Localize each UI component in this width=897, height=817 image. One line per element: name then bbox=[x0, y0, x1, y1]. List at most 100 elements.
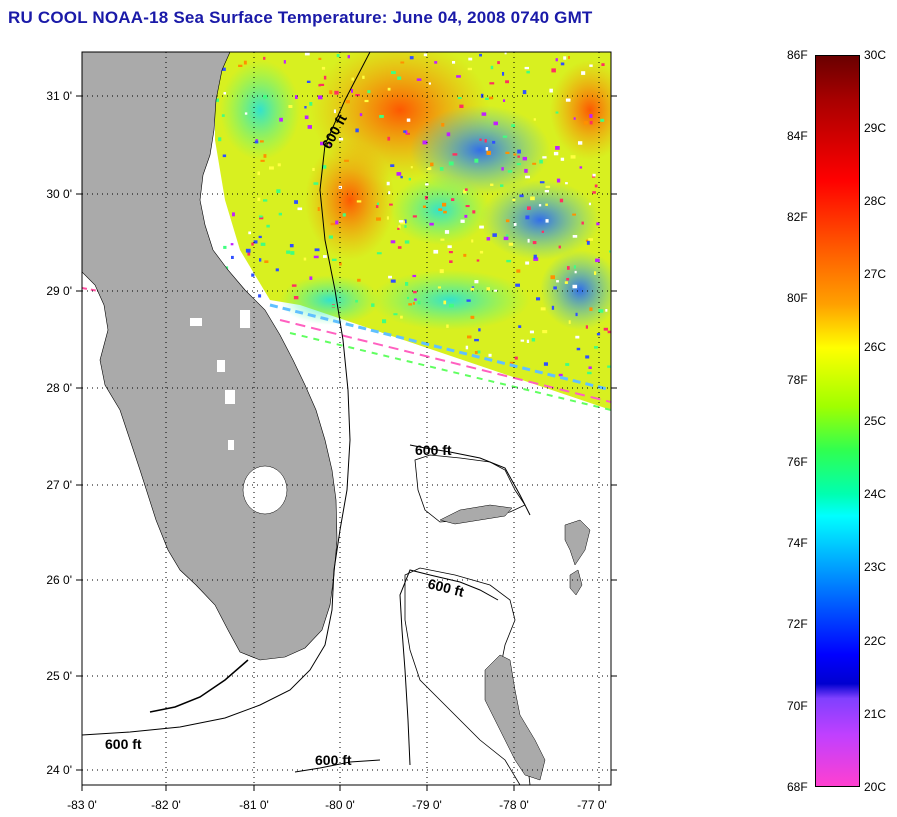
noise-pixel bbox=[334, 90, 339, 95]
noise-pixel bbox=[536, 297, 541, 301]
noise-pixel bbox=[589, 64, 593, 67]
noise-pixel bbox=[443, 300, 447, 305]
noise-pixel bbox=[553, 151, 559, 156]
noise-pixel bbox=[583, 121, 588, 125]
noise-pixel bbox=[555, 146, 560, 150]
noise-pixel bbox=[321, 66, 326, 70]
noise-pixel bbox=[251, 242, 254, 246]
florida-keys bbox=[149, 659, 249, 713]
noise-pixel bbox=[443, 210, 447, 214]
noise-pixel bbox=[307, 125, 312, 129]
noise-pixel bbox=[607, 365, 611, 368]
noise-pixel bbox=[318, 57, 322, 60]
isobath-600ft-bahamas-south bbox=[399, 569, 499, 766]
noise-pixel bbox=[527, 238, 530, 243]
noise-pixel bbox=[518, 325, 522, 328]
noise-pixel bbox=[448, 161, 454, 166]
noise-pixel bbox=[376, 252, 382, 255]
noise-pixel bbox=[573, 117, 576, 120]
lon-label: -79 0' bbox=[412, 798, 442, 812]
noise-pixel bbox=[387, 87, 391, 91]
noise-pixel bbox=[313, 255, 319, 259]
noise-pixel bbox=[215, 98, 219, 102]
noise-pixel bbox=[581, 71, 586, 75]
noise-pixel bbox=[221, 67, 226, 71]
noise-pixel bbox=[255, 139, 258, 142]
noise-pixel bbox=[388, 275, 392, 279]
noise-pixel bbox=[400, 175, 403, 179]
noise-pixel bbox=[356, 200, 362, 203]
noise-pixel bbox=[485, 147, 489, 151]
noise-pixel bbox=[275, 268, 279, 272]
noise-pixel bbox=[429, 222, 434, 226]
noise-pixel bbox=[260, 140, 264, 143]
noise-pixel bbox=[525, 261, 530, 265]
noise-pixel bbox=[222, 154, 227, 158]
noise-pixel bbox=[509, 361, 514, 364]
lat-label: 31 0' bbox=[46, 89, 72, 103]
noise-pixel bbox=[333, 109, 336, 114]
colorbar-c-label: 26C bbox=[864, 340, 887, 354]
noise-pixel bbox=[556, 280, 559, 283]
noise-pixel bbox=[248, 231, 251, 235]
noise-pixel bbox=[303, 257, 307, 261]
noise-pixel bbox=[545, 219, 549, 223]
noise-pixel bbox=[306, 80, 311, 83]
colorbar-f-label: 80F bbox=[787, 291, 808, 305]
noise-pixel bbox=[408, 177, 411, 181]
axis-ticks bbox=[76, 95, 617, 791]
noise-pixel bbox=[387, 136, 391, 141]
noise-pixel bbox=[371, 303, 375, 307]
noise-pixel bbox=[539, 181, 545, 184]
noise-pixel bbox=[600, 118, 605, 122]
noise-pixel bbox=[493, 121, 498, 126]
noise-pixel bbox=[560, 157, 565, 161]
colorbar-c-label: 30C bbox=[864, 48, 887, 62]
noise-pixel bbox=[486, 237, 491, 241]
noise-pixel bbox=[277, 163, 281, 167]
noise-pixel bbox=[405, 132, 410, 135]
noise-pixel bbox=[362, 75, 365, 79]
noise-pixel bbox=[442, 202, 447, 207]
noise-pixel bbox=[238, 64, 243, 67]
noise-pixel bbox=[404, 240, 410, 244]
noise-pixel bbox=[400, 315, 403, 319]
noise-pixel bbox=[342, 213, 346, 217]
noise-pixel bbox=[508, 242, 513, 246]
colorbar-c-label: 22C bbox=[864, 634, 887, 648]
noise-pixel bbox=[494, 289, 498, 292]
noise-pixel bbox=[446, 324, 449, 328]
noise-pixel bbox=[417, 300, 421, 305]
noise-pixel bbox=[257, 197, 261, 201]
noise-pixel bbox=[598, 309, 604, 313]
colorbar-c-label: 20C bbox=[864, 780, 887, 794]
noise-pixel bbox=[525, 215, 530, 220]
noise-pixel bbox=[404, 219, 407, 224]
noise-pixel bbox=[263, 154, 267, 158]
noise-pixel bbox=[505, 151, 510, 154]
noise-pixel bbox=[452, 153, 458, 156]
noise-pixel bbox=[355, 299, 358, 303]
noise-pixel bbox=[474, 158, 479, 163]
noise-pixel bbox=[572, 213, 576, 216]
noise-pixel bbox=[390, 164, 395, 167]
noise-pixel bbox=[526, 70, 530, 74]
noise-pixel bbox=[355, 94, 360, 97]
noise-pixel bbox=[587, 371, 592, 375]
noise-pixel bbox=[567, 266, 570, 270]
grand-bahama-island bbox=[439, 504, 513, 525]
noise-pixel bbox=[438, 208, 443, 211]
noise-pixel bbox=[492, 140, 496, 144]
colorbar-f-label: 74F bbox=[787, 536, 808, 550]
noise-pixel bbox=[423, 53, 428, 57]
noise-pixel bbox=[468, 57, 473, 61]
noise-pixel bbox=[596, 222, 600, 226]
noise-pixel bbox=[549, 88, 553, 93]
noise-pixel bbox=[304, 52, 310, 56]
noise-pixel bbox=[581, 221, 584, 225]
noise-pixel bbox=[382, 319, 387, 324]
noise-pixel bbox=[304, 115, 309, 120]
noise-pixel bbox=[377, 202, 379, 206]
noise-pixel bbox=[533, 118, 536, 121]
noise-pixel bbox=[479, 53, 482, 57]
